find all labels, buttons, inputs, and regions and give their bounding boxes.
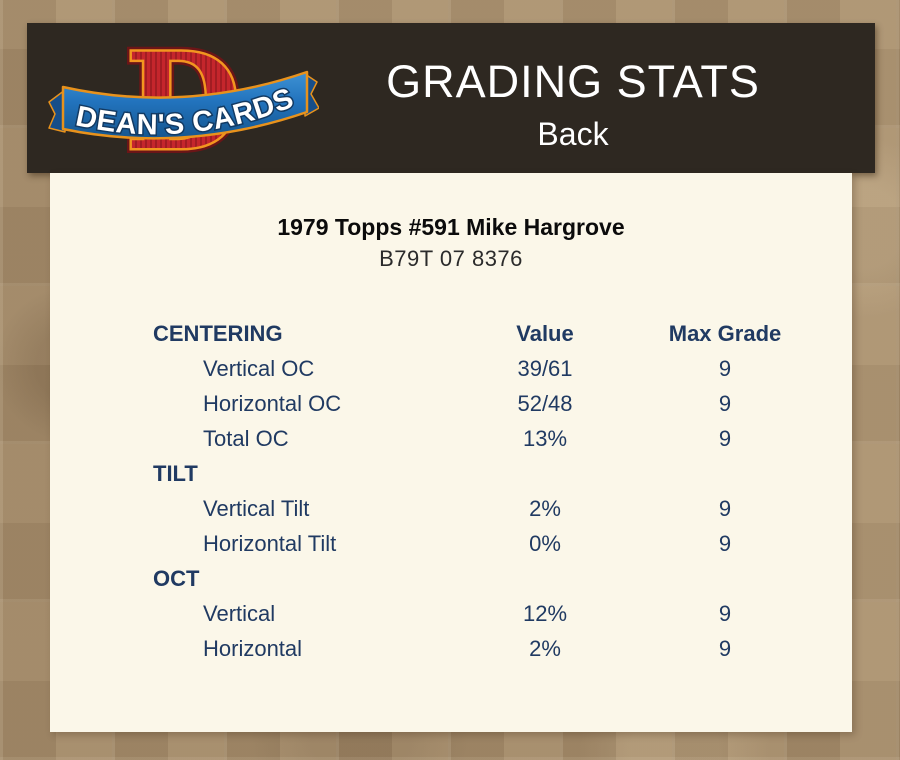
page-subtitle: Back	[537, 115, 609, 152]
row-max-grade-cell	[645, 561, 805, 596]
row-max-grade-cell	[645, 456, 805, 491]
row-label-cell: Vertical Tilt	[203, 495, 310, 521]
row-label-cell: Vertical	[203, 600, 276, 626]
row-label-cell: Horizontal Tilt	[203, 530, 337, 556]
row-value-cell: 52/48	[517, 390, 573, 416]
table-header-row: CENTERING Value Max Grade	[153, 316, 805, 351]
row-label-cell: Vertical OC	[203, 355, 315, 381]
card-serial: B79T 07 8376	[379, 246, 523, 271]
header-titles: GRADING STATS Back	[327, 23, 819, 173]
row-value-cell: 39/61	[517, 355, 573, 381]
row-value-cell: 13%	[522, 425, 568, 451]
row-max-grade-cell: 9	[718, 495, 732, 521]
row-max-grade-cell: 9	[718, 390, 732, 416]
row-max-grade-cell: 9	[718, 530, 732, 556]
table-row: Vertical Tilt 2% 9	[153, 491, 805, 526]
row-max-grade-cell: 9	[718, 635, 732, 661]
content-panel: 1979 Topps #591 Mike Hargrove B79T 07 83…	[50, 173, 852, 732]
section-header-row-oct: OCT	[153, 561, 805, 596]
column-header-centering: CENTERING	[153, 320, 283, 346]
column-header-value: Value	[516, 320, 574, 346]
section-label-cell: OCT	[153, 565, 200, 591]
row-value-cell: 2%	[529, 635, 561, 661]
table-row: Total OC 13% 9	[153, 421, 805, 456]
table-row: Vertical OC 39/61 9	[153, 351, 805, 386]
column-header-max-grade: Max Grade	[668, 320, 782, 346]
row-value-cell: 0%	[529, 530, 561, 556]
card-title: 1979 Topps #591 Mike Hargrove	[277, 214, 625, 240]
table-row: Horizontal 2% 9	[153, 631, 805, 666]
table-row: Horizontal OC 52/48 9	[153, 386, 805, 421]
section-label-cell: TILT	[153, 460, 198, 486]
deans-cards-logo-icon: D D D DEAN'S CARDS	[48, 32, 319, 164]
header-bar: D D D DEAN'S CARDS GRADING STATS Back	[27, 23, 875, 173]
row-value-cell: 2%	[529, 495, 561, 521]
row-label-cell: Horizontal	[203, 635, 303, 661]
row-label-cell: Horizontal OC	[203, 390, 342, 416]
row-value-cell	[445, 561, 645, 596]
row-value-cell: 12%	[522, 600, 568, 626]
page-title: GRADING STATS	[386, 56, 760, 108]
table-row: Vertical 12% 9	[153, 596, 805, 631]
section-header-row-tilt: TILT	[153, 456, 805, 491]
table-row: Horizontal Tilt 0% 9	[153, 526, 805, 561]
grading-table: CENTERING Value Max Grade Vertical OC 39…	[153, 316, 805, 666]
row-label-cell: Total OC	[203, 425, 289, 451]
row-max-grade-cell: 9	[718, 355, 732, 381]
row-value-cell	[445, 456, 645, 491]
row-max-grade-cell: 9	[718, 600, 732, 626]
row-max-grade-cell: 9	[718, 425, 732, 451]
deans-cards-logo[interactable]: D D D DEAN'S CARDS	[47, 32, 319, 164]
